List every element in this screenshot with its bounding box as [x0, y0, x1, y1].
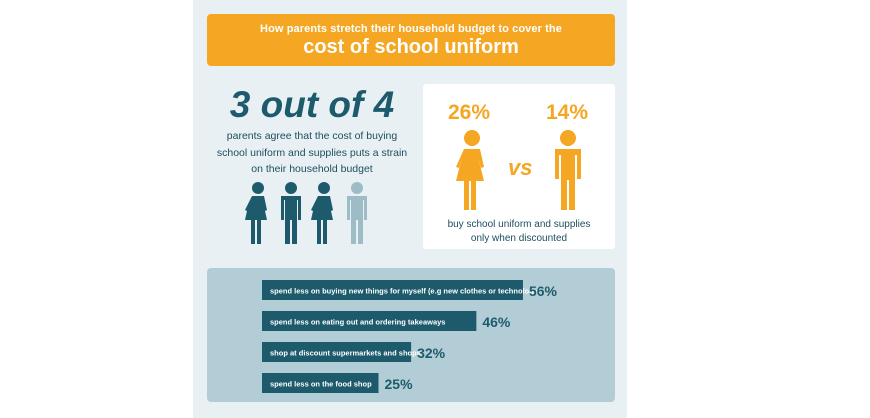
banner-subtitle: How parents stretch their household budg… [260, 23, 562, 35]
strain-headline: 3 out of 4 [229, 84, 395, 125]
woman-icon [311, 182, 333, 244]
strain-line: parents agree that the cost of buying [226, 130, 398, 142]
woman-icon [245, 182, 267, 244]
man-icon [281, 182, 301, 244]
discount-note: buy school uniform and supplies only whe… [430, 218, 608, 246]
strain-line: on their household budget [251, 163, 373, 175]
banner-title: cost of school uniform [303, 36, 519, 58]
discount-right-value: 14% [546, 101, 589, 124]
parents-icon-row [245, 182, 367, 244]
discount-card [423, 84, 615, 249]
strain-description: parents agree that the cost of buying sc… [214, 128, 410, 178]
discount-note-line: only when discounted [470, 233, 568, 244]
strain-line: school uniform and supplies puts a strai… [216, 146, 408, 159]
man-icon-light [347, 182, 367, 244]
man-icon [555, 130, 581, 210]
discount-note-line: buy school uniform and supplies [447, 219, 591, 230]
woman-icon [456, 130, 484, 210]
title-banner: How parents stretch their household budg… [207, 14, 615, 66]
vs-label: vs [508, 155, 533, 180]
spending-chart-box [207, 268, 615, 402]
discount-left-value: 26% [448, 101, 491, 124]
